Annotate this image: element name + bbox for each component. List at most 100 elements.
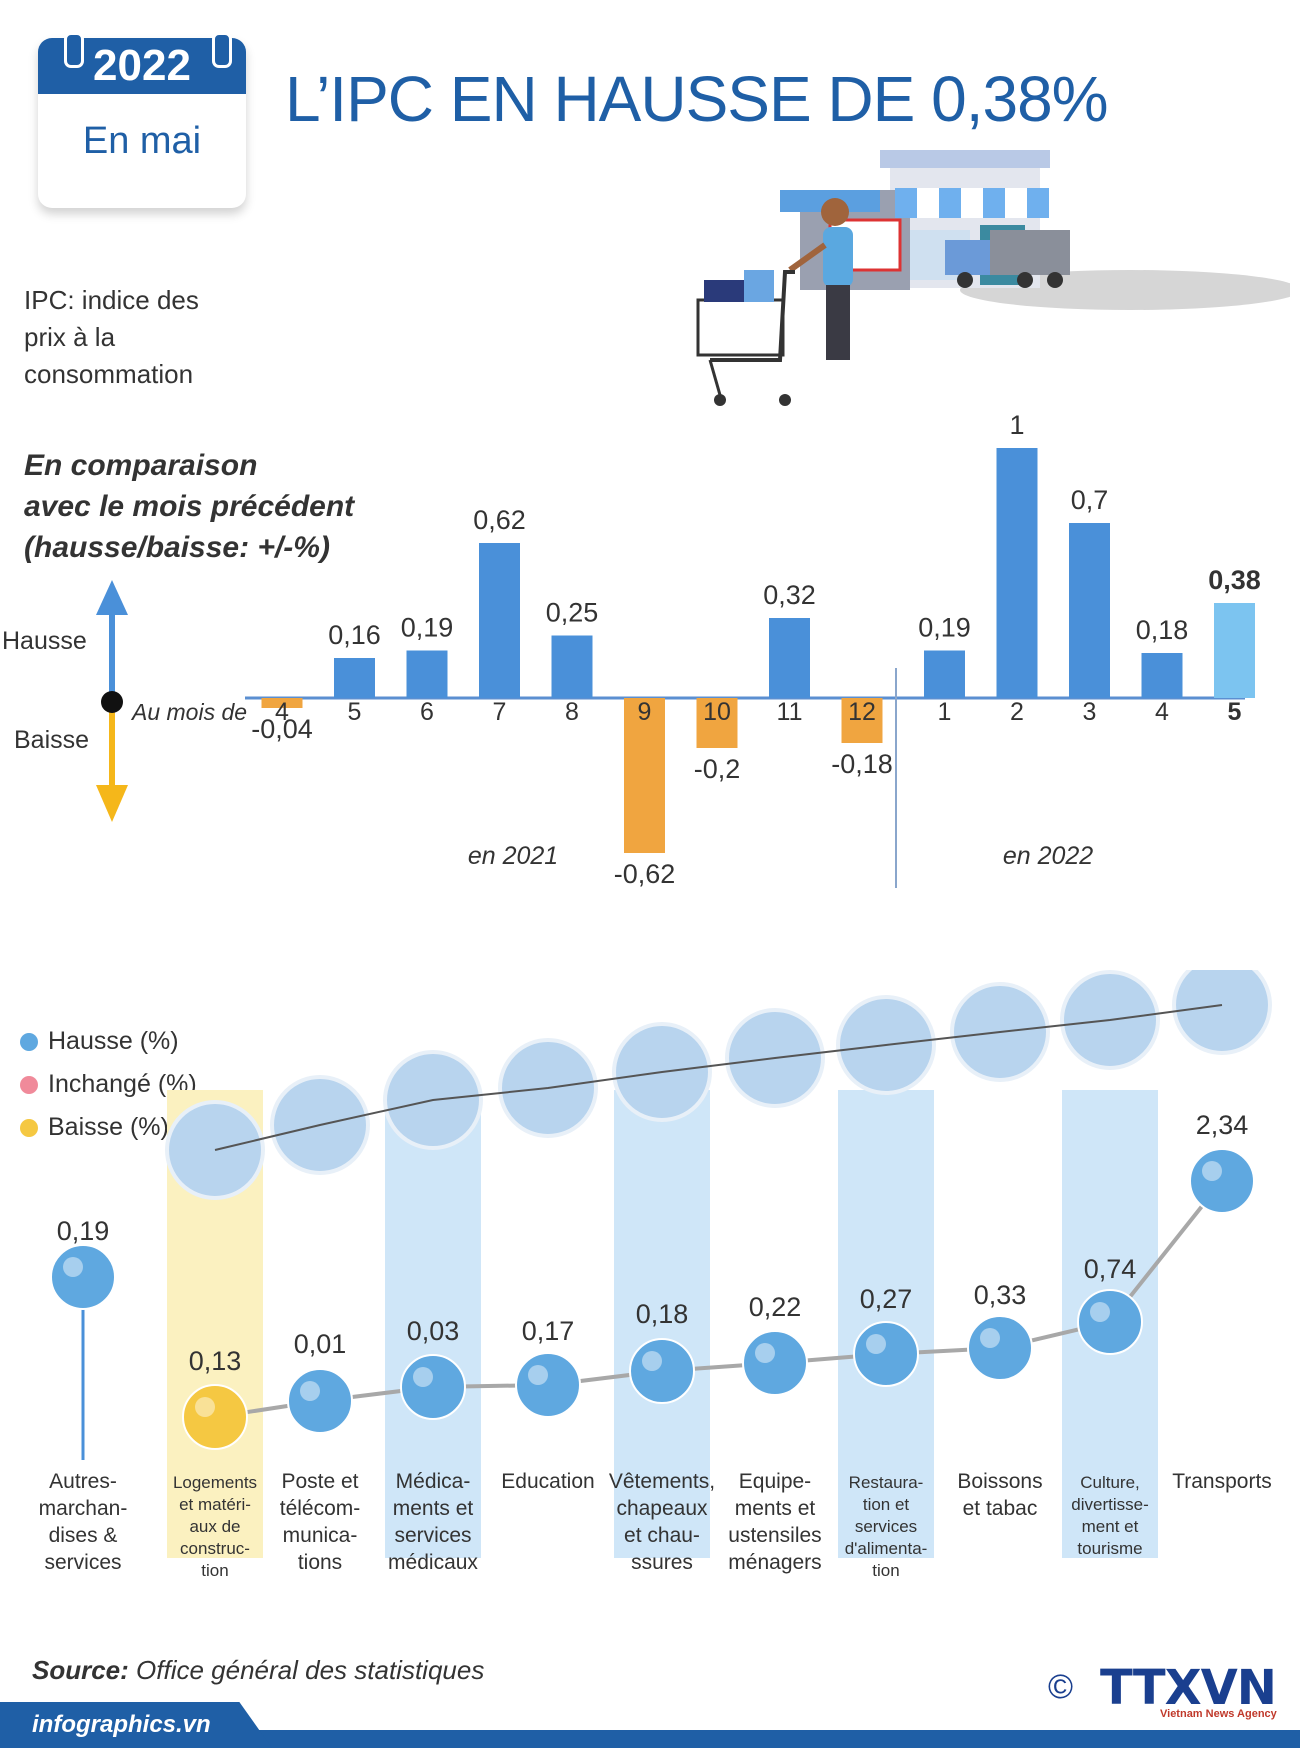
month-tick-label: 8 — [565, 698, 579, 726]
legend-baisse: Baisse (%) — [20, 1113, 169, 1142]
legend-dot-icon — [20, 1076, 38, 1094]
up-arrowhead-icon — [96, 580, 128, 615]
category-label-line: Education — [501, 1470, 594, 1493]
category-label-line: médicaux — [388, 1551, 478, 1574]
data-point — [400, 1354, 466, 1420]
bar-value-label: 0,62 — [473, 505, 526, 535]
data-point-highlight — [528, 1365, 548, 1385]
shopping-illustration — [696, 150, 1290, 406]
data-point-highlight — [1090, 1302, 1110, 1322]
point-value-label: 0,03 — [407, 1316, 460, 1346]
month-label: En mai — [82, 120, 202, 162]
agency-subtitle: Vietnam News Agency — [1160, 1708, 1277, 1720]
category-label-line: Vêtements, — [609, 1470, 715, 1493]
hausse-label: Hausse — [2, 627, 87, 655]
baisse-label: Baisse — [14, 726, 89, 754]
category-label-line: et matéri- — [179, 1495, 251, 1514]
month-tick-label: 5 — [348, 698, 362, 726]
data-point-highlight — [866, 1334, 886, 1354]
category-label-line: construc- — [180, 1539, 250, 1558]
page-title: L’IPC EN HAUSSE DE 0,38% — [285, 63, 1109, 135]
site-link[interactable]: infographics.vn — [0, 1702, 272, 1748]
category-label-line: Boissons — [957, 1470, 1042, 1493]
bar-value-label: -0,04 — [251, 714, 313, 744]
point-value-label: 0,27 — [860, 1284, 913, 1314]
category-label-line: Restaura- — [849, 1473, 924, 1492]
category-label-line: services — [394, 1524, 471, 1547]
footer-bar — [200, 1730, 1300, 1748]
bar-4 — [551, 635, 593, 698]
month-prefix-label: Au mois de — [130, 699, 247, 725]
data-point — [515, 1352, 581, 1418]
point-value-label: 0,19 — [57, 1216, 110, 1246]
bar-8 — [841, 698, 883, 743]
category-label-line: ménagers — [728, 1551, 821, 1574]
shopper-icon — [788, 198, 853, 360]
bar-9 — [924, 650, 965, 698]
category-label-line: ments et — [735, 1497, 816, 1520]
point-value-label: 0,01 — [294, 1329, 347, 1359]
category-label: Boissons et tabac — [957, 1470, 1042, 1520]
bar-value-label: 0,7 — [1071, 485, 1109, 515]
data-point-highlight — [195, 1397, 215, 1417]
category-label-line: télécom- — [280, 1497, 361, 1520]
category-label-line: services — [855, 1517, 917, 1536]
bar-6 — [696, 698, 738, 748]
monthly-bar-chart: Hausse Baisse Au mois de -0,044 0,16 5 0,19… — [2, 410, 1261, 889]
point-value-label: 0,74 — [1084, 1254, 1137, 1284]
data-point-highlight — [755, 1343, 775, 1363]
category-label-line: Médica- — [396, 1470, 471, 1493]
data-point-highlight — [63, 1257, 83, 1277]
data-point — [1189, 1148, 1255, 1214]
bar-value-label: 0,16 — [328, 620, 381, 650]
month-tick-label: 4 — [275, 698, 289, 726]
data-point — [50, 1244, 116, 1310]
category-label: Transports — [1172, 1470, 1272, 1493]
group-label-2021: en 2021 — [468, 842, 558, 870]
category-label: Logements et matéri-aux de construc-tion — [173, 1473, 257, 1580]
category-label-line: Transports — [1172, 1470, 1272, 1493]
category-label: Education — [501, 1470, 594, 1493]
category-label: Médica-ments et services médicaux — [388, 1470, 478, 1574]
shopping-cart-icon — [696, 270, 795, 406]
data-point — [853, 1321, 919, 1387]
point-value-label: 0,33 — [974, 1280, 1027, 1310]
month-tick-label: 12 — [848, 698, 876, 726]
category-label-line: et chau- — [624, 1524, 700, 1547]
point-value-label: 2,34 — [1196, 1110, 1249, 1140]
bar-1 — [334, 658, 375, 698]
category-label-line: Poste et — [281, 1470, 358, 1493]
category-label-line: Logements — [173, 1473, 257, 1492]
category-label: Autres-marchan-dises & services — [39, 1470, 128, 1574]
category-line-chart: 0,19 0,13 0,01 0,03 0,17 0,18 0,22 0,27 0,33 0,74… — [39, 970, 1272, 1580]
data-point-highlight — [642, 1351, 662, 1371]
data-point-highlight — [300, 1381, 320, 1401]
category-label-line: ustensiles — [728, 1524, 821, 1547]
category-label-line: aux de — [189, 1517, 240, 1536]
truck-icon — [945, 230, 1070, 288]
bar-11 — [1069, 523, 1110, 698]
category-label-line: Equipe- — [739, 1470, 811, 1493]
bar-value-label: -0,18 — [831, 749, 893, 779]
month-tick-label: 1 — [938, 698, 952, 726]
data-point — [182, 1384, 248, 1450]
agency-logo: TTXVN — [1100, 1660, 1277, 1716]
category-label-line: Autres- — [49, 1470, 117, 1493]
category-label: Poste et télécom-munica-tions — [280, 1470, 361, 1574]
data-point — [1077, 1289, 1143, 1355]
month-tick-label: 3 — [1083, 698, 1097, 726]
bar-value-label: 0,25 — [546, 598, 599, 628]
bar-3 — [479, 543, 520, 698]
category-label-line: tions — [298, 1551, 342, 1574]
bar-0 — [261, 698, 303, 708]
category-label: Vêtements, chapeaux et chau-ssures — [609, 1470, 715, 1574]
legend-hausse: Hausse (%) — [20, 1027, 179, 1056]
data-point — [287, 1368, 353, 1434]
category-label-line: Culture, — [1080, 1473, 1140, 1492]
bar-13 — [1214, 603, 1255, 698]
bar-value-label: 0,19 — [918, 613, 971, 643]
month-tick-label: 6 — [420, 698, 434, 726]
bar-value-label: 0,32 — [763, 580, 816, 610]
category-label-line: ssures — [631, 1551, 693, 1574]
data-point-highlight — [413, 1367, 433, 1387]
